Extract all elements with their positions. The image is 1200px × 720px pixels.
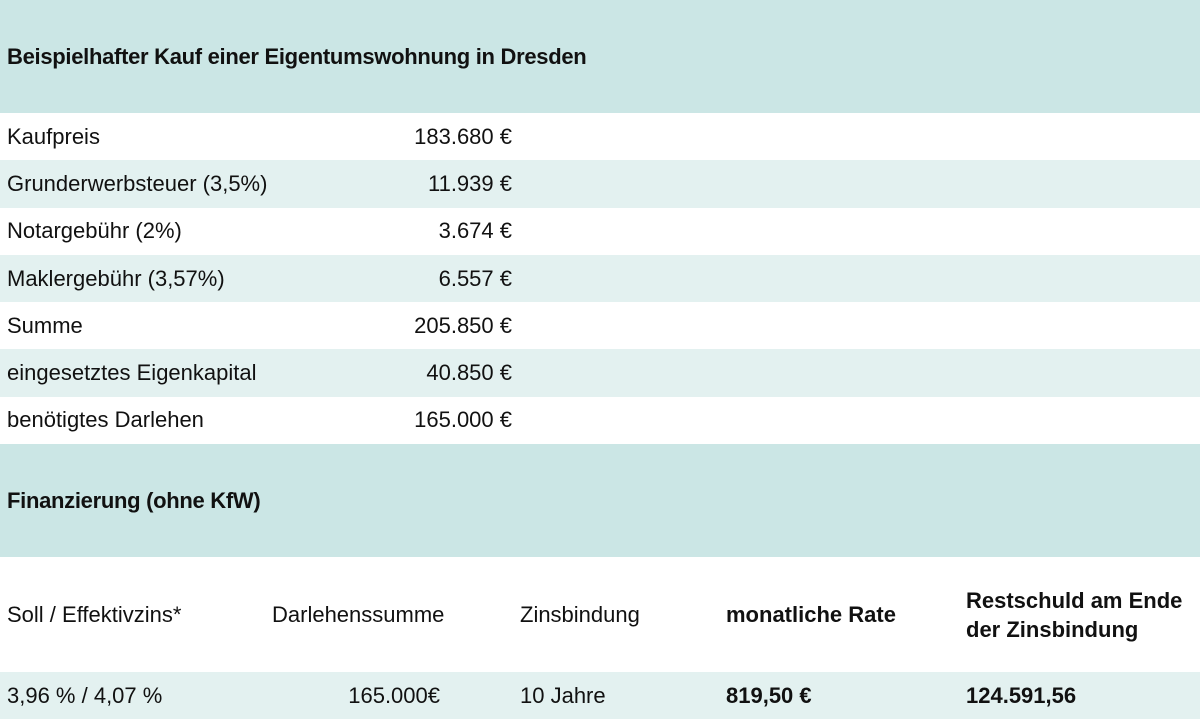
table-row-maklergebuehr: Maklergebühr (3,57%) 6.557 € [0, 254, 1200, 303]
table-row-summe: Summe 205.850 € [0, 302, 1200, 350]
row-label: Summe [7, 312, 83, 338]
row-value: 6.557 € [438, 265, 512, 291]
financing-header-row: Soll / Effektivzins* Darlehenssumme Zins… [0, 557, 1200, 673]
header-term: Zinsbindung [520, 601, 640, 627]
value-amount: 165.000€ [348, 682, 440, 708]
row-value: 40.850 € [426, 360, 512, 386]
financing-section: Finanzierung (ohne KfW) Soll / Effektivz… [0, 444, 1200, 720]
row-label: eingesetztes Eigenkapital [7, 360, 257, 386]
header-residual-debt: Restschuld am Ende der Zinsbindung [966, 587, 1183, 642]
value-residual-debt: 124.591,56 [966, 682, 1077, 708]
row-value: 11.939 € [427, 170, 512, 196]
row-value: 165.000 € [414, 407, 512, 433]
header-monthly-rate: monatliche Rate [726, 601, 896, 627]
row-label: Maklergebühr (3,57%) [7, 265, 225, 291]
row-label: Kaufpreis [7, 123, 100, 149]
financing-data-row: 3,96 % / 4,07 % 165.000€ 10 Jahre 819,50… [0, 672, 1200, 720]
purchase-title: Beispielhafter Kauf einer Eigentumswohnu… [0, 0, 1200, 113]
row-value: 183.680 € [414, 123, 512, 149]
value-term: 10 Jahre [520, 682, 606, 708]
table-row-kaufpreis: Kaufpreis 183.680 € [0, 113, 1200, 161]
financing-title: Finanzierung (ohne KfW) [0, 444, 1200, 558]
row-value: 205.850 € [414, 312, 512, 338]
table-row-eigenkapital: eingesetztes Eigenkapital 40.850 € [0, 349, 1200, 397]
row-value: 3.674 € [438, 218, 512, 244]
table-row-grunderwerbsteuer: Grunderwerbsteuer (3,5%) 11.939 € [0, 160, 1200, 208]
header-rate: Soll / Effektivzins* [7, 601, 182, 627]
purchase-section: Beispielhafter Kauf einer Eigentumswohnu… [0, 0, 1200, 445]
value-monthly-rate: 819,50 € [726, 682, 812, 708]
row-label: benötigtes Darlehen [7, 407, 204, 433]
header-amount: Darlehenssumme [272, 601, 445, 627]
table-row-notargebuehr: Notargebühr (2%) 3.674 € [0, 207, 1200, 255]
table-row-darlehen: benötigtes Darlehen 165.000 € [0, 396, 1200, 445]
row-label: Notargebühr (2%) [7, 218, 182, 244]
value-rate: 3,96 % / 4,07 % [7, 682, 163, 708]
row-label: Grunderwerbsteuer (3,5%) [7, 170, 268, 196]
